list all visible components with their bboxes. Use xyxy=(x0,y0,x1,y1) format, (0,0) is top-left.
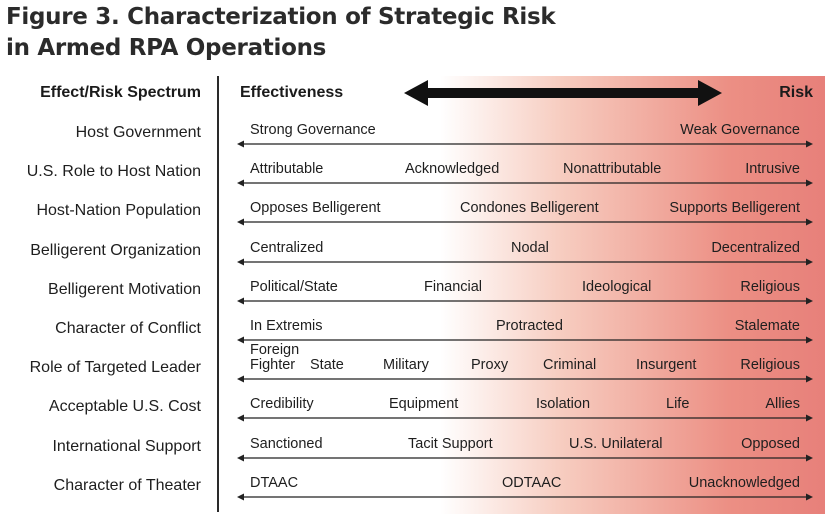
spectrum-value: Strong Governance xyxy=(250,122,376,138)
effectiveness-risk-arrow xyxy=(404,80,722,106)
double-arrow-line xyxy=(237,140,813,148)
spectrum-value: Supports Belligerent xyxy=(669,200,800,217)
spectrum-value: Allies xyxy=(765,396,800,413)
spectrum-value: Religious xyxy=(740,357,800,374)
spectrum-value: Condones Belligerent xyxy=(460,200,599,217)
row-label: Host-Nation Population xyxy=(36,202,201,220)
spectrum-value: Proxy xyxy=(471,357,509,374)
spectrum-row-international-support: International Support Sanctioned Tacit Sup… xyxy=(0,430,825,469)
spectrum-value: State xyxy=(310,357,344,374)
spectrum-value: Stalemate xyxy=(734,318,800,334)
spectrum-value: Insurgent xyxy=(636,357,697,374)
spectrum-row-host-government: Host Government Strong Governance Weak Gov… xyxy=(0,116,825,155)
figure-title-line-2: in Armed RPA Operations xyxy=(6,35,327,61)
row-label: Belligerent Organization xyxy=(30,241,201,259)
double-arrow-line xyxy=(237,258,813,266)
spectrum-value: Life xyxy=(666,396,690,413)
double-arrow-line xyxy=(237,454,813,462)
spectrum-row-character-of-theater: Character of Theater DTAAC ODTAAC Unacknowl… xyxy=(0,469,825,508)
spectrum-value: Sanctioned xyxy=(250,435,323,452)
spectrum-value: Tacit Support xyxy=(408,435,493,452)
double-arrow-line xyxy=(237,179,813,187)
row-label: Host Government xyxy=(75,124,201,141)
spectrum-value: ODTAAC xyxy=(502,474,562,491)
spectrum-header: Effect/Risk Spectrum xyxy=(40,84,201,101)
column-divider xyxy=(217,76,219,512)
spectrum-value: Credibility xyxy=(250,396,314,413)
spectrum-value: In Extremis xyxy=(250,318,323,334)
spectrum-row-host-nation-population: Host-Nation Population Opposes Belligeren… xyxy=(0,194,825,233)
double-arrow-line xyxy=(237,336,813,344)
spectrum-value: Criminal xyxy=(543,357,597,374)
spectrum-value: Decentralized xyxy=(711,239,800,256)
risk-header: Risk xyxy=(779,84,813,101)
spectrum-value: Political/State xyxy=(250,278,338,295)
spectrum-row-acceptable-u-s-cost: Acceptable U.S. Cost Credibility Equipment… xyxy=(0,390,825,429)
spectrum-value: Ideological xyxy=(582,278,652,295)
risk-gradient-background xyxy=(440,76,825,514)
spectrum-value: Centralized xyxy=(250,239,324,256)
double-arrow-line xyxy=(237,375,813,383)
double-arrow-line xyxy=(237,493,813,501)
spectrum-row-u-s-role-to-host-nation: U.S. Role to Host Nation Attributable Ackn… xyxy=(0,155,825,194)
spectrum-value: Equipment xyxy=(389,396,459,413)
row-label: Belligerent Motivation xyxy=(48,280,201,298)
row-label: Character of Theater xyxy=(53,476,201,494)
spectrum-value: Intrusive xyxy=(745,161,800,178)
spectrum-row-role-of-targeted-leader: Role of Targeted Leader Foreign Fighter Sta… xyxy=(0,343,825,390)
spectrum-row-belligerent-organization: Belligerent Organization Centralized Nodal… xyxy=(0,234,825,273)
row-label: Acceptable U.S. Cost xyxy=(48,398,201,416)
double-arrow-line xyxy=(237,218,813,226)
double-arrow-line xyxy=(237,297,813,305)
spectrum-value: Unacknowledged xyxy=(688,474,800,491)
spectrum-value: U.S. Unilateral xyxy=(569,435,663,452)
spectrum-value: Acknowledged xyxy=(405,161,500,178)
spectrum-value: Financial xyxy=(424,278,483,295)
double-arrow-line xyxy=(237,414,813,422)
spectrum-value: Nodal xyxy=(511,239,549,256)
figure-title-line-1: Figure 3. Characterization of Strategic … xyxy=(6,4,556,30)
spectrum-row-character-of-conflict: Character of Conflict In Extremis Protract… xyxy=(0,312,825,351)
spectrum-value: Nonattributable xyxy=(563,161,662,178)
spectrum-row-belligerent-motivation: Belligerent Motivation Political/State Fin… xyxy=(0,273,825,312)
row-label: U.S. Role to Host Nation xyxy=(26,163,201,181)
row-label: Character of Conflict xyxy=(55,320,201,337)
spectrum-value: Religious xyxy=(740,278,800,295)
spectrum-value: Opposes Belligerent xyxy=(250,200,381,217)
row-label: Role of Targeted Leader xyxy=(29,359,201,377)
spectrum-value: Protracted xyxy=(496,318,563,334)
effectiveness-header: Effectiveness xyxy=(240,84,344,101)
spectrum-value: Military xyxy=(383,357,429,374)
spectrum-value: Attributable xyxy=(250,161,324,178)
spectrum-value: Isolation xyxy=(536,396,591,413)
row-label: International Support xyxy=(52,437,201,455)
spectrum-value: Opposed xyxy=(741,435,800,452)
spectrum-value: DTAAC xyxy=(250,474,299,491)
spectrum-value: Weak Governance xyxy=(680,122,800,138)
figure-title: Figure 3. Characterization of Strategic … xyxy=(6,2,566,64)
spectrum-value: Foreign Fighter xyxy=(250,342,300,374)
